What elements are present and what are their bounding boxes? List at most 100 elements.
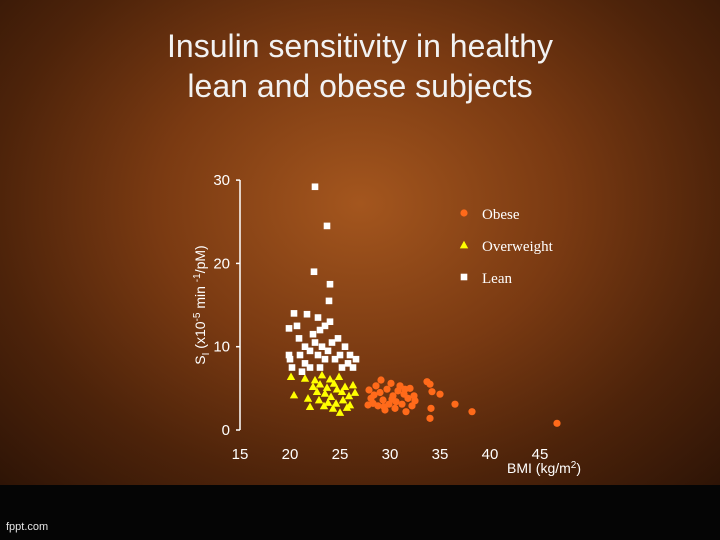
point-overweight (348, 380, 358, 389)
point-overweight (350, 388, 360, 396)
point-overweight (323, 398, 333, 406)
point-obese (426, 380, 434, 388)
x-tick-label: 35 (432, 446, 449, 463)
x-axis-title: BMI (kg/m2) (507, 460, 581, 476)
point-overweight (325, 374, 335, 383)
point-lean (311, 339, 319, 346)
point-obese (377, 376, 385, 384)
point-lean (306, 347, 314, 355)
point-overweight (289, 390, 299, 399)
point-lean (326, 318, 334, 326)
title-line-2: lean and obese subjects (187, 68, 533, 104)
point-lean (314, 314, 322, 321)
point-overweight (317, 370, 327, 379)
point-overweight (344, 391, 354, 400)
point-lean (338, 364, 346, 371)
point-overweight (303, 394, 313, 402)
x-tick-label: 15 (232, 446, 249, 463)
point-obese (372, 382, 380, 390)
legend-marker-overweight (459, 240, 469, 249)
x-tick-label: 45 (532, 446, 549, 463)
y-axis-ticks: 0 10 20 30 (213, 172, 240, 439)
point-lean (341, 343, 349, 350)
point-overweight (331, 399, 341, 407)
point-overweight (335, 408, 345, 416)
point-obese (402, 408, 410, 416)
point-overweight (337, 387, 347, 396)
point-lean (298, 368, 306, 375)
x-tick-label: 30 (382, 446, 399, 463)
point-lean (285, 351, 293, 359)
x-axis-title-close: ) (576, 460, 581, 476)
legend: Obese Overweight Lean (459, 207, 554, 287)
point-obese (427, 404, 435, 412)
point-lean (346, 351, 354, 359)
point-lean (326, 280, 334, 288)
point-overweight (315, 379, 325, 388)
point-lean (309, 330, 317, 338)
point-obese (436, 390, 444, 398)
point-lean (349, 364, 357, 371)
point-overweight (319, 401, 329, 410)
point-obese (370, 391, 378, 399)
point-obese (398, 400, 406, 408)
footer-bar (0, 485, 720, 540)
point-obese (383, 385, 391, 393)
point-lean (290, 310, 298, 317)
point-overweight (305, 402, 315, 411)
point-lean (324, 347, 332, 355)
point-obese (411, 397, 419, 405)
point-overweight (322, 383, 332, 391)
point-overweight (310, 375, 320, 384)
point-obese (553, 419, 561, 427)
point-obese (426, 414, 434, 422)
point-overweight (286, 372, 296, 381)
point-obese (404, 394, 412, 402)
watermark: fppt.com (6, 521, 49, 533)
point-overweight (308, 382, 318, 391)
point-obese (387, 379, 395, 387)
point-lean (325, 297, 333, 305)
point-obese (451, 400, 459, 408)
point-lean (336, 351, 344, 359)
point-lean (321, 322, 329, 330)
point-overweight (329, 379, 339, 387)
point-lean (352, 355, 360, 363)
y-axis-title-sup2: -1 (192, 273, 203, 282)
slide-background (0, 0, 720, 485)
legend-marker-obese (460, 209, 468, 217)
point-obese (401, 385, 409, 393)
y-axis-title-sup1: -5 (192, 312, 203, 321)
point-obese (365, 386, 373, 394)
point-lean (321, 355, 329, 363)
point-overweight (345, 400, 355, 409)
y-axis-title-sub: I (201, 353, 212, 356)
point-obese (391, 404, 399, 412)
point-lean (295, 335, 303, 342)
point-lean (314, 351, 322, 359)
legend-label-lean: Lean (482, 271, 512, 287)
point-overweight (312, 387, 322, 396)
point-overweight (300, 374, 310, 382)
point-lean (306, 364, 314, 371)
y-axis-title-rest: (x10 (192, 321, 208, 352)
point-obese (428, 388, 436, 396)
point-lean (303, 310, 311, 318)
point-lean (293, 322, 301, 330)
point-lean (311, 183, 319, 191)
y-axis-title: SI (x10-5 min -1/pM) (192, 245, 212, 364)
point-obese (380, 403, 388, 411)
point-overweight (326, 392, 336, 401)
point-lean (316, 326, 324, 334)
x-tick-label: 40 (482, 446, 499, 463)
point-lean (285, 325, 293, 332)
point-lean (323, 222, 331, 230)
title-line-1: Insulin sensitivity in healthy (167, 28, 553, 64)
data-points (285, 183, 561, 427)
point-lean (310, 268, 318, 276)
point-lean (296, 351, 304, 359)
point-lean (286, 355, 294, 363)
point-overweight (314, 395, 324, 404)
point-lean (301, 343, 309, 350)
legend-label-obese: Obese (482, 207, 520, 223)
